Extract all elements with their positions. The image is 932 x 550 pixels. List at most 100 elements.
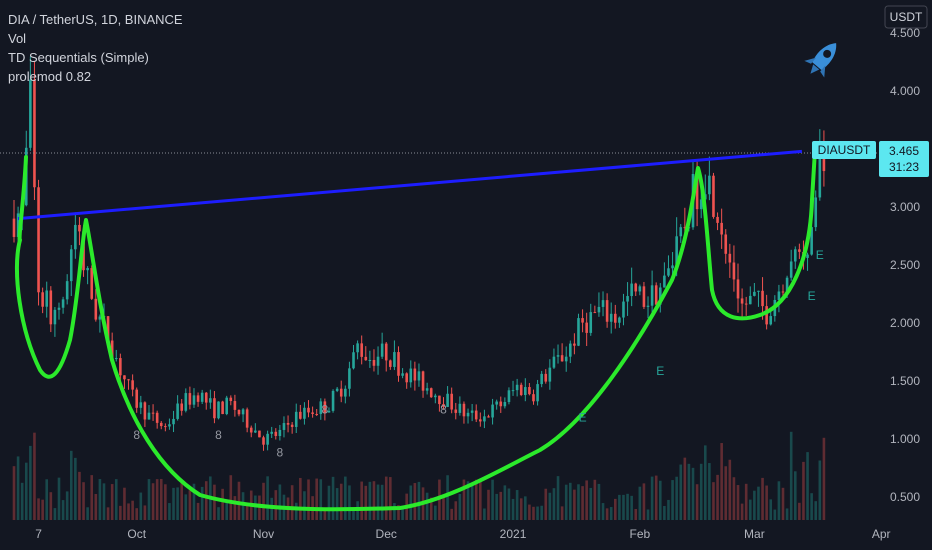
volume-bar xyxy=(446,475,449,520)
candle-body xyxy=(16,213,20,237)
candle-body xyxy=(12,218,16,237)
volume-bar xyxy=(438,479,441,520)
candle-body xyxy=(110,340,114,359)
indicator-prolemod[interactable]: prolemod 0.82 xyxy=(8,69,92,84)
candle-body xyxy=(237,409,241,415)
volume-bar xyxy=(180,483,184,520)
volume-bar xyxy=(147,479,151,520)
candle-body xyxy=(605,300,609,322)
candle-body xyxy=(622,301,625,318)
price-tick-label: 4.500 xyxy=(890,26,920,40)
volume-bar xyxy=(544,488,548,520)
candle-body xyxy=(507,390,511,403)
time-tick-label: Nov xyxy=(253,527,274,541)
volume-bar xyxy=(294,502,298,520)
candle-body xyxy=(434,395,437,398)
volume-bar xyxy=(769,499,773,520)
volume-bar xyxy=(368,481,372,520)
candle-body xyxy=(769,316,773,325)
candle-body xyxy=(597,306,601,313)
candle-body xyxy=(286,423,290,425)
volume-bar xyxy=(507,488,511,520)
volume-bar xyxy=(601,503,605,520)
candle-body xyxy=(474,410,478,420)
candle-body xyxy=(380,343,384,357)
candle-body xyxy=(740,298,744,304)
volume-bar xyxy=(630,495,633,520)
volume-bar xyxy=(499,491,503,520)
volume-bar xyxy=(573,489,576,520)
resistance-trendline[interactable] xyxy=(17,149,803,221)
candle-body xyxy=(806,254,809,258)
volume-bar xyxy=(237,481,241,520)
volume-bar xyxy=(245,504,249,520)
td-label: E xyxy=(808,289,816,303)
candle-body xyxy=(53,309,57,325)
volume-bar xyxy=(106,507,110,520)
volume-bar xyxy=(401,508,404,520)
volume-bar xyxy=(335,488,339,520)
volume-bar xyxy=(798,502,801,520)
candle-body xyxy=(168,424,171,427)
volume-bar xyxy=(86,507,89,520)
candle-body xyxy=(638,286,642,292)
volume-bar xyxy=(462,479,466,520)
td-label: 8 xyxy=(215,428,222,442)
volume-bar xyxy=(143,505,147,520)
candle-body xyxy=(589,312,593,333)
candle-body xyxy=(323,401,327,413)
volume-bar xyxy=(634,509,638,520)
cup-and-handle-drawing[interactable] xyxy=(14,148,817,512)
rocket-icon[interactable] xyxy=(800,36,844,84)
candle-body xyxy=(192,395,196,405)
price-tick-label: 3.000 xyxy=(890,200,920,214)
volume-bar xyxy=(683,457,687,520)
volume-bar xyxy=(425,492,429,520)
indicator-vol[interactable]: Vol xyxy=(8,31,27,46)
volume-bar xyxy=(552,488,556,520)
bar-countdown: 31:23 xyxy=(889,160,919,174)
volume-bar xyxy=(454,501,458,520)
volume-bar xyxy=(609,507,613,520)
price-axis-background[interactable] xyxy=(878,0,932,522)
candle-body xyxy=(487,416,490,418)
volume-bar xyxy=(773,509,777,520)
price-axis[interactable]: 4.5004.0003.5003.0002.5002.0001.5001.000… xyxy=(890,26,920,504)
volume-bar xyxy=(724,466,728,520)
candle-body xyxy=(548,367,552,382)
td-label: 8 xyxy=(133,428,140,442)
candle-body xyxy=(266,433,269,445)
candle-body xyxy=(389,360,392,367)
volume-bar xyxy=(188,490,192,520)
time-tick-label: 2021 xyxy=(500,527,527,541)
volume-bar xyxy=(789,431,793,520)
volume-bar xyxy=(581,486,584,520)
candle-body xyxy=(462,403,466,417)
candle-body xyxy=(818,152,822,198)
volume-bar xyxy=(24,462,28,520)
volume-bar xyxy=(37,498,40,520)
candle-body xyxy=(613,313,617,323)
volume-bar xyxy=(781,487,785,520)
candle-body xyxy=(339,388,343,397)
volume-bar xyxy=(671,480,674,520)
time-axis[interactable]: 7 Oct Nov Dec 2021 Feb Mar Apr xyxy=(35,527,890,541)
indicator-td-sequentials[interactable]: TD Sequentials (Simple) xyxy=(8,50,149,65)
volume-bar xyxy=(708,463,711,520)
currency-button[interactable]: USDT xyxy=(884,5,928,29)
candle-body xyxy=(532,394,535,402)
volume-bar xyxy=(94,494,98,520)
time-axis-background[interactable] xyxy=(0,522,878,550)
symbol-title[interactable]: DIA / TetherUS, 1D, BINANCE xyxy=(8,12,183,27)
candle-body xyxy=(37,187,40,293)
volume-bar xyxy=(102,483,106,520)
candle-body xyxy=(344,388,347,397)
currency-label: USDT xyxy=(890,10,923,24)
candle-body xyxy=(536,384,539,402)
volume-bar xyxy=(728,459,732,520)
volume-bar xyxy=(172,487,175,520)
candle-body xyxy=(86,268,89,271)
volume-bar xyxy=(413,483,417,520)
candle-body xyxy=(519,384,523,396)
